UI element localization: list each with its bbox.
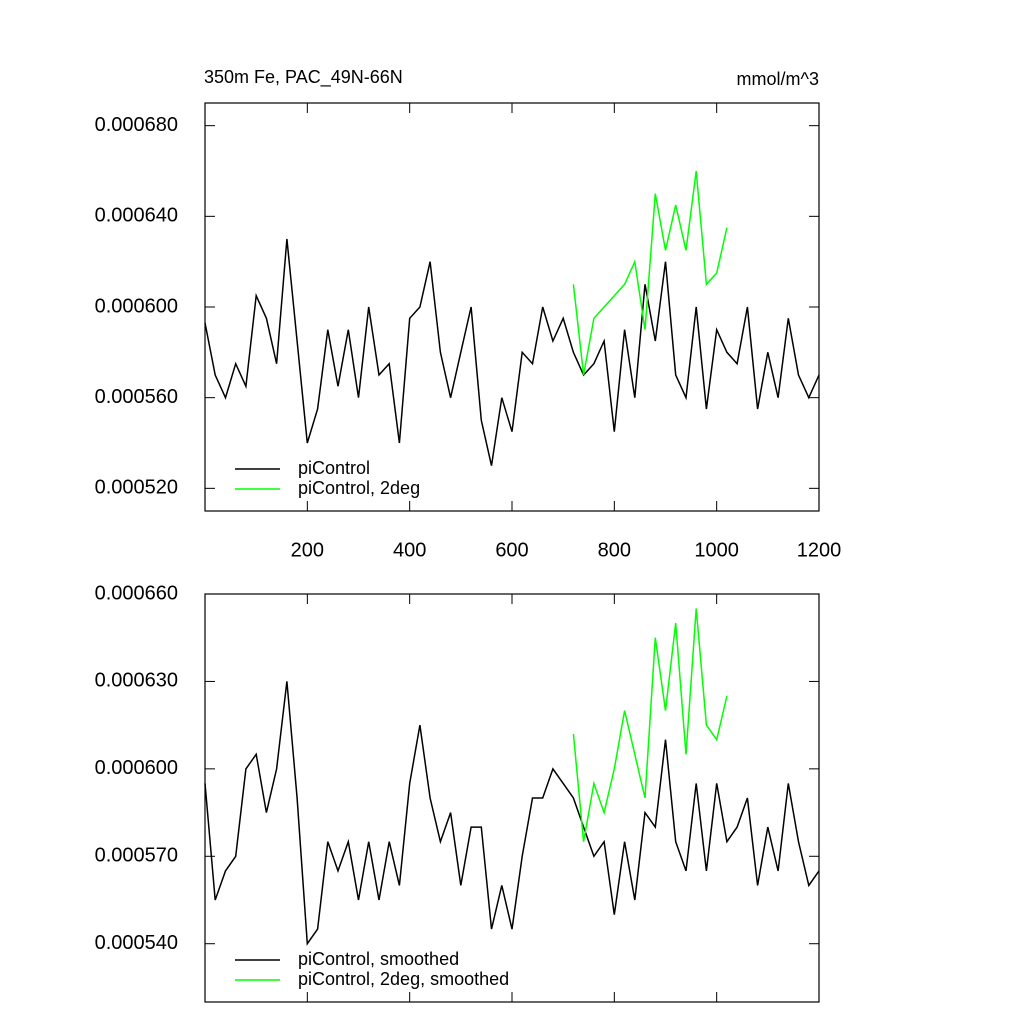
- series-line: [572, 170, 728, 376]
- plot-frame: [204, 102, 820, 512]
- y-tick-label: 0.000680: [95, 114, 178, 136]
- legend-label: piControl, 2deg: [298, 478, 420, 498]
- y-tick-label: 0.000520: [95, 477, 178, 499]
- y-tick-label: 0.000540: [95, 932, 178, 954]
- y-tick-label: 0.000660: [95, 582, 178, 604]
- x-tick-label: 1200: [797, 539, 842, 561]
- y-tick-label: 0.000560: [95, 386, 178, 408]
- legend-label: piControl: [298, 458, 370, 478]
- y-tick-label: 0.000640: [95, 205, 178, 227]
- series-line: [204, 238, 820, 466]
- series-line: [572, 608, 728, 842]
- units-label: mmol/m^3: [737, 69, 819, 89]
- x-tick-label: 1000: [694, 539, 739, 561]
- x-tick-label: 400: [393, 539, 426, 561]
- y-tick-label: 0.000630: [95, 670, 178, 692]
- legend-label: piControl, smoothed: [298, 949, 459, 969]
- x-tick-label: 600: [495, 539, 528, 561]
- x-tick-label: 800: [598, 539, 631, 561]
- x-tick-label: 200: [291, 539, 324, 561]
- legend-label: piControl, 2deg, smoothed: [298, 969, 509, 989]
- y-tick-label: 0.000570: [95, 845, 178, 867]
- y-tick-label: 0.000600: [95, 757, 178, 779]
- chart-title: 350m Fe, PAC_49N-66N: [204, 67, 403, 88]
- y-tick-label: 0.000600: [95, 295, 178, 317]
- series-line: [204, 681, 820, 946]
